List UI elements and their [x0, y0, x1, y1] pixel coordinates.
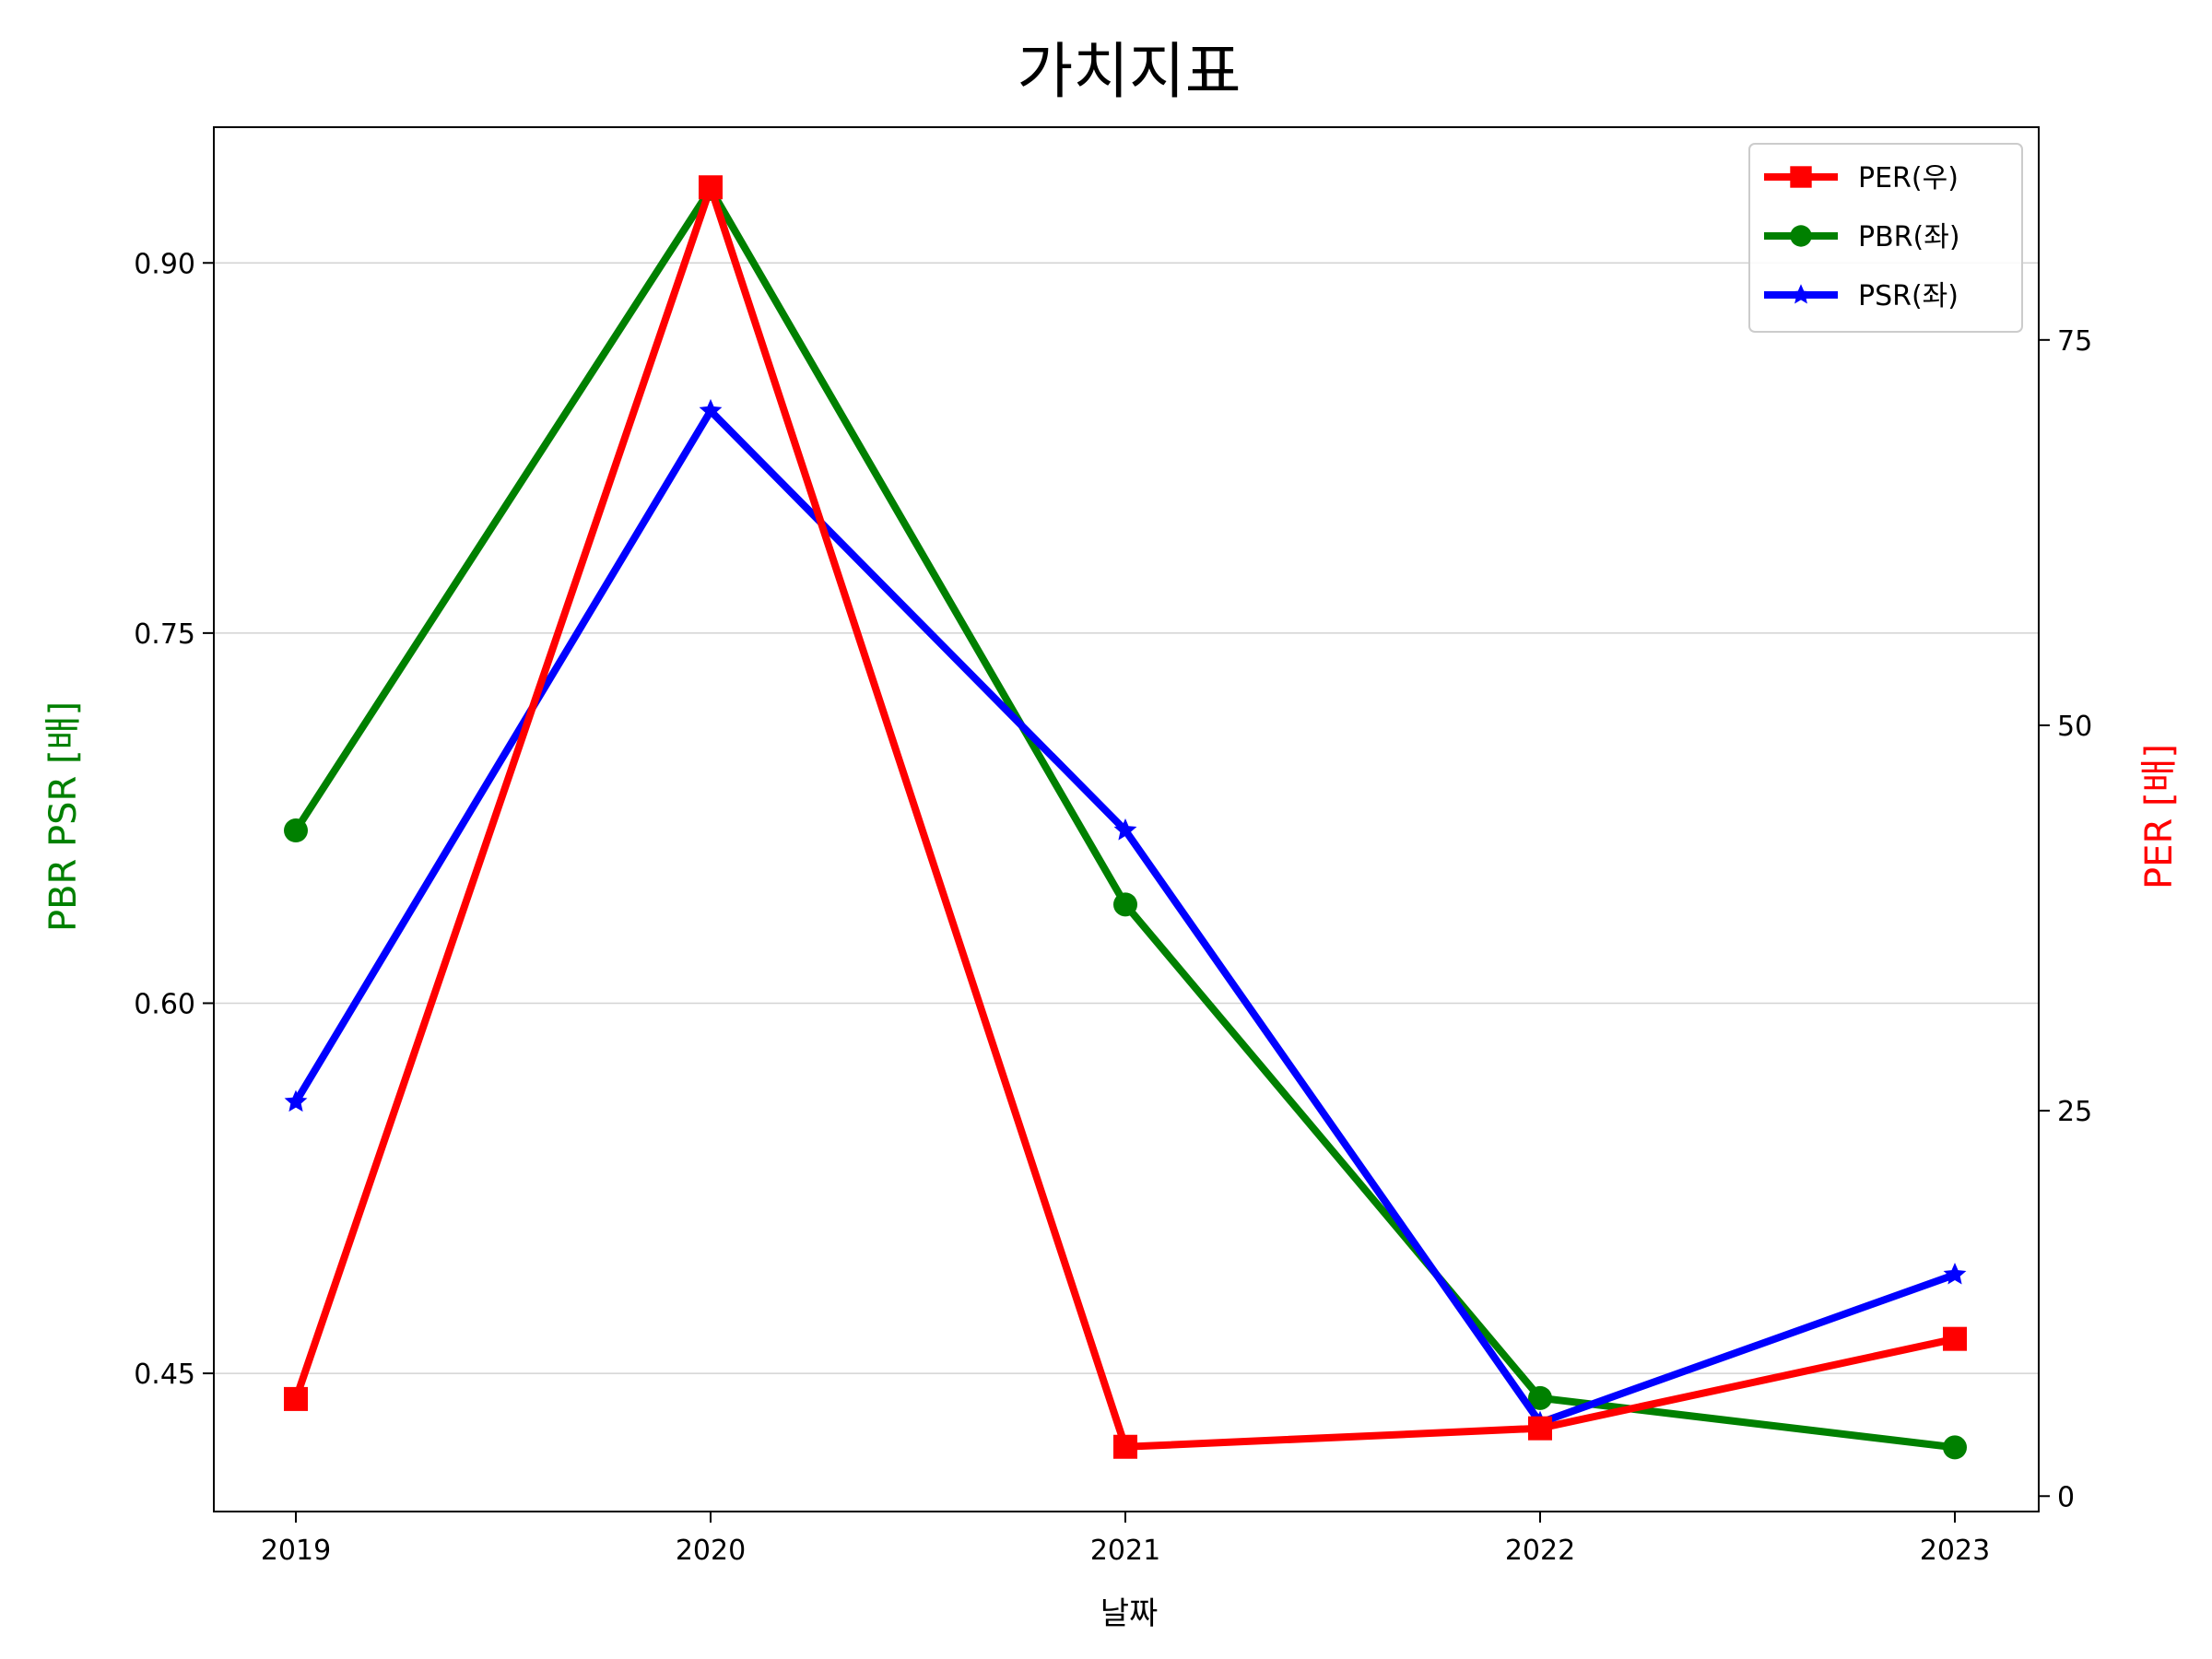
legend-item-per: PER(우): [1764, 162, 1959, 194]
x-axis-ticks: 2019 2020 2021 2022 2023: [261, 1512, 1990, 1567]
right-axis-label: PER [배]: [2138, 744, 2181, 889]
data-point-pbr: [284, 818, 308, 843]
right-tick-label: 0: [2057, 1481, 2075, 1513]
series-per: [284, 175, 1967, 1459]
right-tick-label: 75: [2057, 325, 2092, 358]
plot-frame: [213, 126, 2040, 1512]
legend-marker: [1790, 284, 1812, 304]
data-point-pbr: [1113, 892, 1137, 917]
right-tick-label: 25: [2057, 1096, 2092, 1128]
left-axis-ticks: 0.45 0.60 0.75 0.90: [134, 248, 214, 1391]
legend-item-pbr: PBR(좌): [1764, 221, 1960, 253]
legend-label: PER(우): [1858, 162, 1959, 194]
series-layer: [284, 175, 1967, 1460]
legend-label: PSR(좌): [1858, 280, 1959, 312]
data-point-per: [1943, 1326, 1967, 1351]
x-tick-label: 2023: [1920, 1535, 1990, 1567]
legend-item-psr: PSR(좌): [1764, 280, 1959, 312]
legend: PER(우) PBR(좌) PSR(좌): [1748, 143, 2023, 333]
right-tick-label: 50: [2057, 711, 2092, 743]
data-point-per: [1113, 1434, 1137, 1459]
left-tick-label: 0.45: [134, 1359, 195, 1391]
left-tick-label: 0.75: [134, 618, 195, 651]
series-line-pbr: [292, 182, 1956, 1452]
left-tick-label: 0.60: [134, 988, 195, 1020]
x-tick-label: 2021: [1090, 1535, 1160, 1567]
data-point-psr: [1113, 818, 1137, 841]
data-point-per: [284, 1386, 308, 1411]
data-point-pbr: [1943, 1435, 1967, 1460]
data-point-pbr: [1528, 1385, 1552, 1410]
data-point-per: [699, 175, 723, 200]
grid-lines: [214, 262, 2039, 1374]
series-line-per: [292, 175, 1956, 1451]
legend-label: PBR(좌): [1858, 221, 1960, 253]
legend-marker: [1790, 225, 1812, 247]
legend-marker: [1790, 166, 1812, 188]
series-line-psr: [292, 405, 1957, 1428]
x-tick-label: 2020: [676, 1535, 746, 1567]
x-axis-label: 날짜: [1100, 1595, 1159, 1632]
chart-title: 가치지표: [1018, 36, 1241, 107]
left-tick-label: 0.90: [134, 248, 195, 280]
data-point-psr: [284, 1089, 308, 1112]
left-axis-label: PBR PSR [배]: [42, 701, 85, 932]
right-axis-ticks: 0 25 50 75: [2039, 325, 2092, 1513]
x-tick-label: 2019: [261, 1535, 331, 1567]
x-tick-label: 2022: [1505, 1535, 1575, 1567]
legend-box: [1748, 143, 2023, 333]
series-psr: [284, 398, 1967, 1433]
data-point-psr: [1943, 1263, 1967, 1285]
data-point-psr: [699, 398, 723, 421]
data-point-per: [1528, 1416, 1552, 1441]
series-pbr: [284, 176, 1967, 1460]
